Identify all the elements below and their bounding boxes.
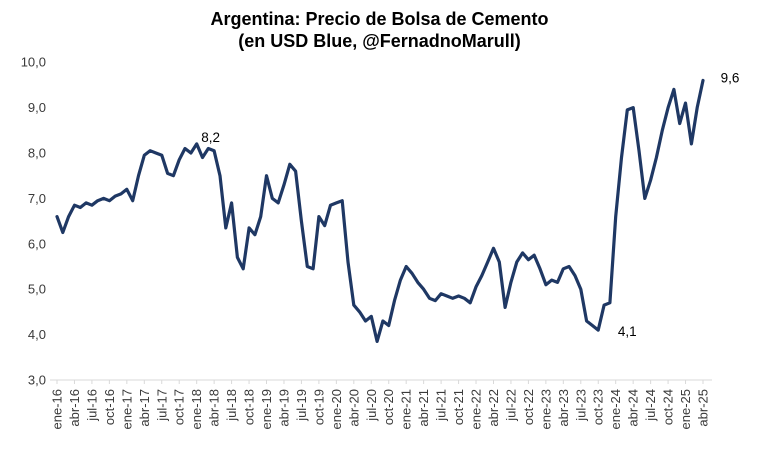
x-axis-tick-label: oct-17 <box>172 389 187 425</box>
x-axis-tick-label: ene-23 <box>538 389 553 429</box>
x-axis-tick-label: abr-20 <box>346 389 361 427</box>
x-axis-tick-label: ene-20 <box>329 389 344 429</box>
data-point-annotation: 9,6 <box>721 70 740 85</box>
x-axis-tick-label: ene-19 <box>259 389 274 429</box>
x-axis-tick-label: jul-23 <box>573 389 588 422</box>
x-axis-tick-label: abr-23 <box>556 389 571 427</box>
x-axis-tick-label: ene-16 <box>50 389 65 429</box>
x-axis-tick-label: oct-20 <box>381 389 396 425</box>
x-axis-tick-label: abr-22 <box>486 389 501 427</box>
x-axis-tick-label: abr-24 <box>626 389 641 427</box>
y-axis-tick-label: 3,0 <box>28 373 46 388</box>
y-axis-tick-label: 8,0 <box>28 146 46 161</box>
x-axis-tick-label: jul-19 <box>294 389 309 422</box>
x-axis-tick-label: ene-21 <box>399 389 414 429</box>
x-axis-tick-label: ene-18 <box>189 389 204 429</box>
y-axis-tick-label: 6,0 <box>28 236 46 251</box>
x-axis-tick-label: jul-17 <box>154 389 169 422</box>
x-axis-tick-label: oct-24 <box>661 389 676 425</box>
x-axis-tick-label: ene-25 <box>678 389 693 429</box>
chart-subtitle: (en USD Blue, @FernadnoMarull) <box>238 31 521 51</box>
x-axis-tick-label: oct-16 <box>102 389 117 425</box>
x-axis-tick-label: oct-19 <box>311 389 326 425</box>
x-axis-tick-label: oct-22 <box>521 389 536 425</box>
x-axis-tick-label: jul-24 <box>643 389 658 422</box>
y-axis-tick-label: 9,0 <box>28 100 46 115</box>
price-series-line <box>55 78 705 343</box>
x-axis-tick-label: abr-21 <box>416 389 431 427</box>
x-axis-tick-label: jul-22 <box>503 389 518 422</box>
x-axis-tick-label: jul-20 <box>364 389 379 422</box>
y-axis-tick-label: 5,0 <box>28 282 46 297</box>
x-axis-tick-label: jul-16 <box>84 389 99 422</box>
chart-title-block: Argentina: Precio de Bolsa de Cemento (e… <box>0 8 759 52</box>
x-axis-tick-label: ene-24 <box>608 389 623 429</box>
chart-title: Argentina: Precio de Bolsa de Cemento <box>210 9 549 29</box>
x-axis-tick-label: oct-23 <box>591 389 606 425</box>
x-axis-tick-label: abr-25 <box>696 389 711 427</box>
x-axis-tick-label: ene-22 <box>469 389 484 429</box>
x-axis-tick-label: abr-16 <box>67 389 82 427</box>
data-point-annotation: 8,2 <box>201 130 220 145</box>
x-axis-tick-label: jul-21 <box>434 389 449 422</box>
data-point-annotation: 4,1 <box>618 324 637 339</box>
y-axis-tick-label: 4,0 <box>28 327 46 342</box>
x-axis-tick-label: jul-18 <box>224 389 239 422</box>
y-axis-tick-label: 7,0 <box>28 191 46 206</box>
x-axis-tick-label: ene-17 <box>119 389 134 429</box>
x-axis-tick-label: abr-17 <box>137 389 152 427</box>
y-axis-tick-label: 10,0 <box>21 55 46 70</box>
x-axis-tick-label: abr-18 <box>207 389 222 427</box>
x-axis-tick-label: oct-18 <box>242 389 257 425</box>
x-axis-tick-label: abr-19 <box>276 389 291 427</box>
x-axis-tick-label: oct-21 <box>451 389 466 425</box>
